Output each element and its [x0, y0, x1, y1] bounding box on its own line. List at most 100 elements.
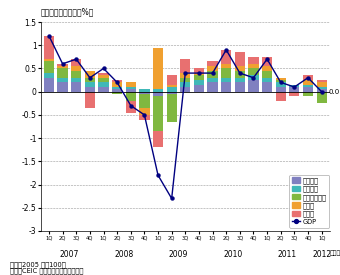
Text: 0.0: 0.0 — [328, 89, 340, 95]
Bar — [139, 115, 150, 120]
Bar — [276, 92, 286, 101]
Legend: 個人消費, 政府消費, 固定資本形成, 純輸出, 在庫等, GDP: 個人消費, 政府消費, 固定資本形成, 純輸出, 在庫等, GDP — [289, 175, 329, 228]
Bar — [303, 87, 313, 92]
Bar — [85, 71, 95, 78]
Bar — [221, 78, 231, 82]
Bar — [248, 57, 259, 64]
Bar — [221, 50, 231, 64]
Bar — [98, 82, 108, 87]
Bar — [126, 89, 136, 92]
Bar — [126, 101, 136, 112]
Bar — [112, 89, 122, 92]
Bar — [289, 85, 300, 87]
Bar — [112, 80, 122, 82]
Bar — [194, 73, 204, 75]
Bar — [194, 80, 204, 85]
Bar — [317, 80, 327, 82]
Text: 2012: 2012 — [312, 251, 331, 259]
Bar — [153, 96, 163, 131]
Bar — [167, 85, 177, 87]
Bar — [317, 87, 327, 89]
Bar — [194, 85, 204, 92]
Bar — [126, 82, 136, 87]
Bar — [57, 68, 68, 78]
Bar — [235, 66, 245, 71]
Bar — [262, 82, 272, 92]
Bar — [248, 80, 259, 92]
Bar — [85, 78, 95, 82]
Bar — [153, 92, 163, 96]
Bar — [207, 78, 218, 82]
Bar — [167, 87, 177, 92]
Bar — [248, 75, 259, 80]
Bar — [57, 82, 68, 92]
Bar — [317, 89, 327, 92]
Bar — [262, 57, 272, 66]
Bar — [248, 64, 259, 68]
Bar — [207, 82, 218, 92]
Bar — [44, 59, 54, 62]
Bar — [44, 62, 54, 73]
Bar — [194, 75, 204, 80]
Bar — [57, 64, 68, 66]
Bar — [153, 131, 163, 147]
Bar — [221, 64, 231, 68]
Bar — [235, 71, 245, 78]
Bar — [235, 52, 245, 66]
Bar — [98, 75, 108, 78]
Bar — [126, 92, 136, 101]
Bar — [57, 78, 68, 82]
Bar — [317, 92, 327, 103]
Bar — [276, 80, 286, 82]
Bar — [98, 78, 108, 82]
Bar — [262, 78, 272, 82]
Bar — [194, 68, 204, 73]
Bar — [98, 73, 108, 75]
Bar — [139, 108, 150, 115]
Bar — [44, 78, 54, 92]
Text: 備考：2005 年＝100。: 備考：2005 年＝100。 — [10, 262, 66, 268]
Bar — [167, 92, 177, 94]
Text: 2010: 2010 — [223, 251, 243, 259]
Bar — [207, 71, 218, 78]
Text: 2011: 2011 — [278, 251, 297, 259]
Bar — [71, 59, 81, 66]
Bar — [289, 87, 300, 92]
Bar — [139, 94, 150, 108]
Bar — [248, 68, 259, 75]
Bar — [180, 87, 190, 92]
Bar — [85, 82, 95, 87]
Bar — [221, 68, 231, 78]
Bar — [112, 92, 122, 94]
Bar — [153, 89, 163, 92]
Bar — [207, 66, 218, 71]
Bar — [303, 85, 313, 87]
Bar — [44, 36, 54, 59]
Bar — [167, 75, 177, 85]
Bar — [262, 71, 272, 78]
Bar — [289, 92, 300, 96]
Bar — [207, 62, 218, 66]
Bar — [276, 87, 286, 92]
Text: 2007: 2007 — [60, 251, 79, 259]
Bar — [180, 59, 190, 73]
Bar — [71, 71, 81, 78]
Bar — [180, 73, 190, 78]
Bar — [126, 87, 136, 89]
Bar — [317, 82, 327, 87]
Bar — [153, 48, 163, 89]
Bar — [180, 82, 190, 87]
Bar — [235, 82, 245, 92]
Bar — [112, 87, 122, 89]
Bar — [276, 78, 286, 80]
Bar — [139, 89, 150, 92]
Text: （季調済み前期比、%）: （季調済み前期比、%） — [41, 7, 94, 16]
Bar — [112, 82, 122, 87]
Bar — [167, 94, 177, 122]
Text: 2008: 2008 — [114, 251, 134, 259]
Text: （年期）: （年期） — [330, 251, 340, 256]
Bar — [98, 87, 108, 92]
Bar — [85, 87, 95, 92]
Text: 資料：CEIC データベースから作成。: 資料：CEIC データベースから作成。 — [10, 267, 84, 274]
Bar — [221, 82, 231, 92]
